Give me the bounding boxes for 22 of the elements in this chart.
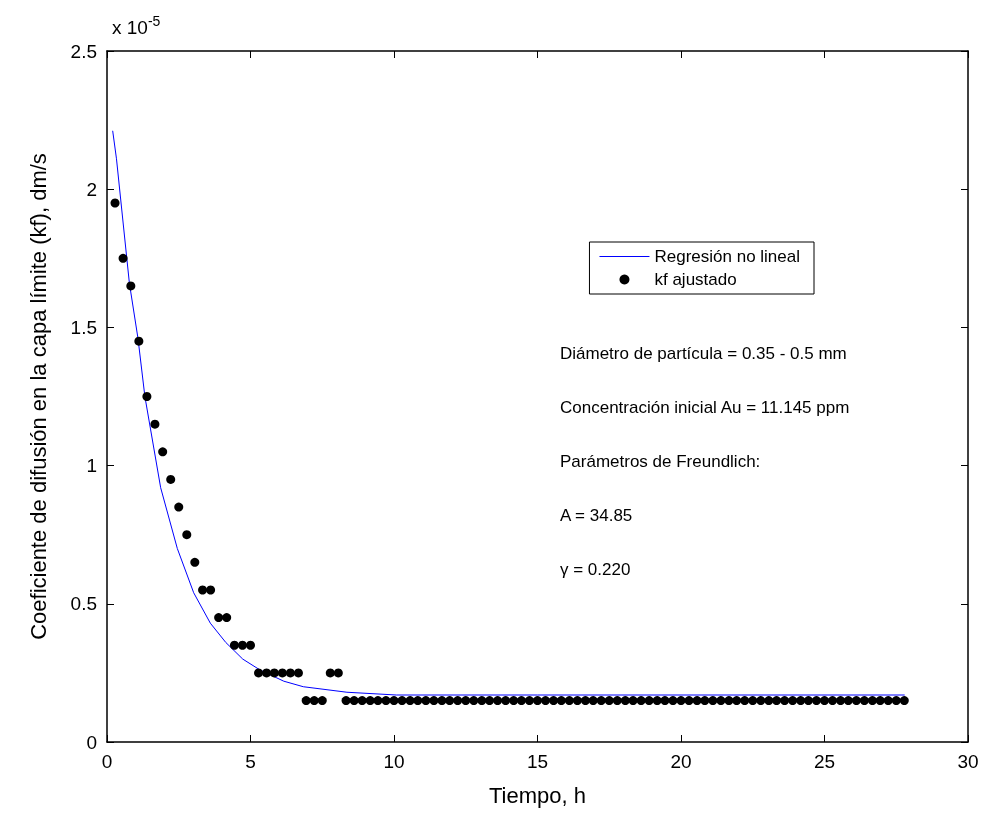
y-tick-label: 1.5: [70, 316, 97, 338]
y-tick-label: 2: [86, 178, 97, 200]
y-tick-label: 0: [86, 731, 97, 753]
x-tick-label: 20: [670, 751, 692, 772]
x-axis-title: Tiempo, h: [488, 782, 587, 808]
x-tick-label: 30: [957, 751, 979, 772]
legend-label: Regresión no lineal: [654, 247, 801, 266]
x-tick-label: 5: [245, 751, 256, 772]
annotation: Diámetro de partícula = 0.35 - 0.5 mm: [560, 344, 847, 363]
legend-label: kf ajustado: [654, 270, 737, 289]
x-tick-label: 15: [526, 751, 549, 772]
annotation: γ = 0.220: [560, 560, 631, 579]
annotation: Parámetros de Freundlich:: [560, 452, 761, 471]
y-tick-label: 0.5: [70, 593, 97, 615]
x-tick-label: 0: [101, 751, 113, 772]
y-axis-title: Coeficiente de difusión en la capa límite (kf), dm/s: [25, 153, 51, 640]
x-tick-label: 10: [383, 751, 405, 772]
x-tick-label: 25: [813, 751, 836, 772]
y-tick-label: 1: [86, 455, 97, 477]
annotation: Concentración inicial Au = 11.145 ppm: [560, 398, 850, 417]
annotation: A = 34.85: [560, 506, 633, 525]
y-tick-label: 2.5: [70, 40, 97, 62]
